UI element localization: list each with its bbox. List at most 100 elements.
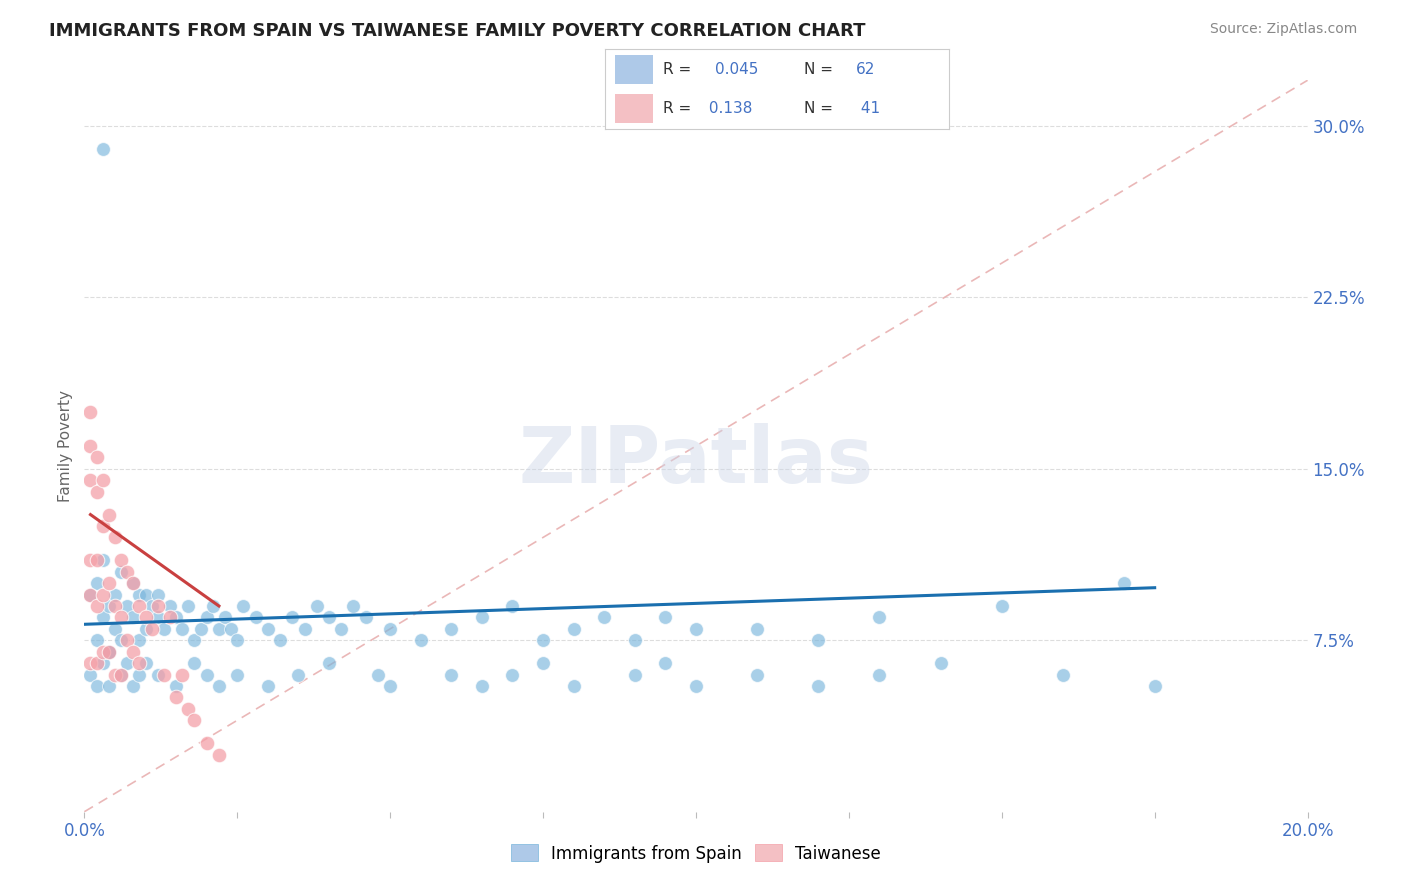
Point <box>79 667 101 681</box>
Point <box>115 656 138 670</box>
Point <box>122 645 145 659</box>
Point <box>122 679 145 693</box>
Point <box>305 599 328 613</box>
Bar <box>614 94 652 123</box>
Point <box>195 610 218 624</box>
Point <box>177 599 200 613</box>
Point <box>214 610 236 624</box>
Point <box>685 679 707 693</box>
Point <box>354 610 377 624</box>
Point <box>471 610 494 624</box>
Point <box>747 622 769 636</box>
Point <box>172 622 194 636</box>
Point <box>97 599 120 613</box>
Point <box>91 588 114 602</box>
Point <box>110 565 132 579</box>
Point <box>172 667 194 681</box>
Point <box>104 667 127 681</box>
Point <box>281 610 304 624</box>
Point <box>440 667 463 681</box>
Point <box>232 599 254 613</box>
Point <box>153 622 176 636</box>
Point <box>593 610 616 624</box>
Point <box>97 645 120 659</box>
Point <box>531 656 554 670</box>
Text: 0.138: 0.138 <box>704 101 752 116</box>
Point <box>367 667 389 681</box>
Point <box>86 633 108 648</box>
Point <box>110 633 132 648</box>
Point <box>869 667 891 681</box>
Point <box>135 622 157 636</box>
Point <box>104 599 127 613</box>
Point <box>110 610 132 624</box>
Text: N =: N = <box>804 62 838 78</box>
Point <box>146 610 169 624</box>
Point <box>86 576 108 591</box>
Point <box>502 667 524 681</box>
Point <box>104 530 127 544</box>
Point <box>97 645 120 659</box>
Point <box>183 714 205 728</box>
Point <box>115 633 138 648</box>
Point <box>342 599 364 613</box>
Point <box>208 679 231 693</box>
Point <box>79 405 101 419</box>
Point <box>128 633 150 648</box>
Point <box>190 622 212 636</box>
Point <box>257 622 280 636</box>
Point <box>122 576 145 591</box>
Point <box>141 599 163 613</box>
Point <box>807 633 830 648</box>
Point <box>177 702 200 716</box>
Point <box>146 599 169 613</box>
Point <box>91 645 114 659</box>
Point <box>141 622 163 636</box>
Point <box>79 588 101 602</box>
Point <box>1114 576 1136 591</box>
Point <box>115 599 138 613</box>
Point <box>183 633 205 648</box>
Point <box>79 439 101 453</box>
Point <box>159 610 181 624</box>
Point <box>330 622 353 636</box>
Point <box>183 656 205 670</box>
Point <box>208 747 231 762</box>
Text: N =: N = <box>804 101 838 116</box>
Point <box>97 645 120 659</box>
Point <box>654 656 676 670</box>
Point <box>110 667 132 681</box>
Text: R =: R = <box>664 101 696 116</box>
Point <box>201 599 224 613</box>
Point <box>79 656 101 670</box>
Point <box>135 588 157 602</box>
Point <box>86 656 108 670</box>
Point <box>86 679 108 693</box>
Point <box>91 656 114 670</box>
Point <box>380 679 402 693</box>
Point <box>219 622 242 636</box>
Text: IMMIGRANTS FROM SPAIN VS TAIWANESE FAMILY POVERTY CORRELATION CHART: IMMIGRANTS FROM SPAIN VS TAIWANESE FAMIL… <box>49 22 866 40</box>
Point <box>159 599 181 613</box>
Point <box>86 599 108 613</box>
Point <box>208 622 231 636</box>
Point <box>624 667 647 681</box>
Point <box>257 679 280 693</box>
Point <box>146 667 169 681</box>
Text: 0.045: 0.045 <box>714 62 758 78</box>
Point <box>86 553 108 567</box>
Point <box>807 679 830 693</box>
Point <box>318 610 340 624</box>
Point <box>79 553 101 567</box>
Point <box>318 656 340 670</box>
Point <box>128 656 150 670</box>
Point <box>380 622 402 636</box>
Point <box>747 667 769 681</box>
Point <box>685 622 707 636</box>
Point <box>79 588 101 602</box>
Text: Source: ZipAtlas.com: Source: ZipAtlas.com <box>1209 22 1357 37</box>
Point <box>110 553 132 567</box>
Point <box>562 679 585 693</box>
Point <box>165 690 187 705</box>
Point <box>929 656 952 670</box>
